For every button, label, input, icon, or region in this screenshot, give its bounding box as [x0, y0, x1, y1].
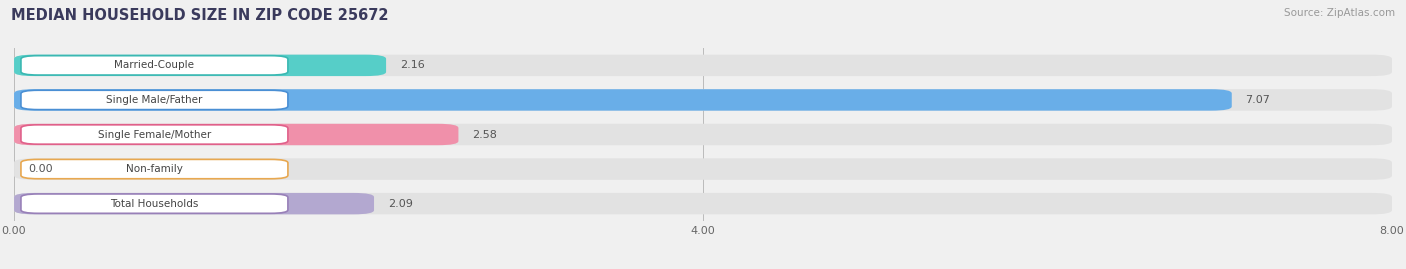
FancyBboxPatch shape: [14, 89, 1232, 111]
FancyBboxPatch shape: [14, 55, 387, 76]
FancyBboxPatch shape: [14, 55, 1392, 76]
FancyBboxPatch shape: [21, 194, 288, 213]
Text: 2.16: 2.16: [399, 60, 425, 70]
FancyBboxPatch shape: [21, 56, 288, 75]
Text: 7.07: 7.07: [1246, 95, 1271, 105]
FancyBboxPatch shape: [14, 89, 1392, 111]
FancyBboxPatch shape: [14, 124, 458, 145]
Text: Non-family: Non-family: [127, 164, 183, 174]
FancyBboxPatch shape: [14, 158, 1392, 180]
Text: Source: ZipAtlas.com: Source: ZipAtlas.com: [1284, 8, 1395, 18]
Text: MEDIAN HOUSEHOLD SIZE IN ZIP CODE 25672: MEDIAN HOUSEHOLD SIZE IN ZIP CODE 25672: [11, 8, 388, 23]
Text: Married-Couple: Married-Couple: [114, 60, 194, 70]
Text: Single Female/Mother: Single Female/Mother: [98, 129, 211, 140]
Text: 2.58: 2.58: [472, 129, 498, 140]
FancyBboxPatch shape: [21, 160, 288, 179]
Text: 0.00: 0.00: [28, 164, 52, 174]
FancyBboxPatch shape: [21, 125, 288, 144]
Text: Total Households: Total Households: [110, 199, 198, 209]
FancyBboxPatch shape: [14, 193, 1392, 214]
Text: Single Male/Father: Single Male/Father: [107, 95, 202, 105]
FancyBboxPatch shape: [14, 193, 374, 214]
FancyBboxPatch shape: [21, 90, 288, 109]
FancyBboxPatch shape: [14, 124, 1392, 145]
Text: 2.09: 2.09: [388, 199, 413, 209]
